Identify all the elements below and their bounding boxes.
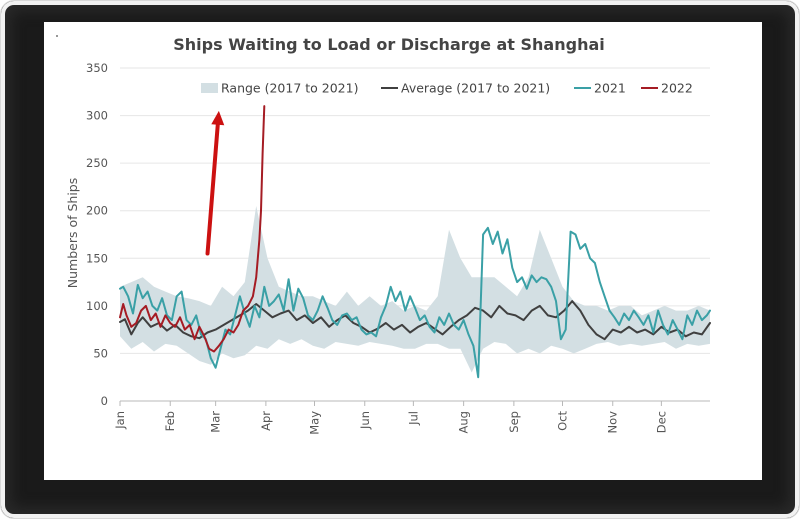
annotation-layer: [205, 110, 225, 256]
x-tick-label-feb: Feb: [163, 411, 177, 431]
legend-swatch-range: [201, 83, 218, 93]
y-tick-label: 200: [86, 204, 108, 218]
series-line-2022: [119, 105, 266, 353]
x-tick-label-mar: Mar: [209, 411, 223, 433]
legend: Range (2017 to 2021) Average (2017 to 202…: [201, 81, 693, 96]
y-tick-label: 50: [93, 346, 108, 360]
legend-label: Average (2017 to 2021): [401, 81, 550, 96]
x-tick-label-sep: Sep: [507, 411, 521, 433]
x-tick-label-dec: Dec: [654, 411, 668, 433]
x-tick-label-jun: Jun: [358, 411, 372, 430]
annotation-arrow-head: [211, 110, 225, 126]
x-tick-label-jan: Jan: [113, 411, 127, 430]
series-layer: [119, 105, 711, 379]
range-band-layer: [120, 206, 710, 373]
stray-dot: [56, 35, 58, 37]
y-tick-label: 0: [101, 394, 108, 408]
x-tick-label-aug: Aug: [457, 411, 471, 433]
y-tick-label: 250: [86, 156, 108, 170]
chart-card: [44, 22, 762, 480]
x-tick-label-oct: Oct: [556, 411, 570, 431]
legend-label: Range (2017 to 2021): [221, 81, 358, 96]
legend-label: 2021: [594, 81, 626, 96]
y-tick-label: 350: [86, 61, 108, 75]
y-tick-label: 100: [86, 299, 108, 313]
x-tick-label-nov: Nov: [606, 411, 620, 434]
y-tick-label: 300: [86, 109, 108, 123]
series-line-2021: [119, 226, 711, 379]
series-line-average-2017-to-2021: [119, 300, 711, 341]
x-tick-label-apr: Apr: [259, 411, 273, 431]
range-band: [120, 206, 710, 373]
x-tick-label-jul: Jul: [406, 411, 420, 426]
annotation-arrow-shaft: [205, 122, 220, 256]
legend-label: 2022: [661, 81, 693, 96]
y-tick-label: 150: [86, 251, 108, 265]
axis-layer: 0 50 100 150 200 250 300 350 Jan Feb Mar Apr May Jun J…: [86, 61, 668, 435]
x-tick-label-may: May: [308, 411, 322, 435]
y-axis-label: Numbers of Ships: [65, 178, 80, 289]
chart-title: Ships Waiting to Load or Discharge at Sh…: [173, 35, 605, 54]
